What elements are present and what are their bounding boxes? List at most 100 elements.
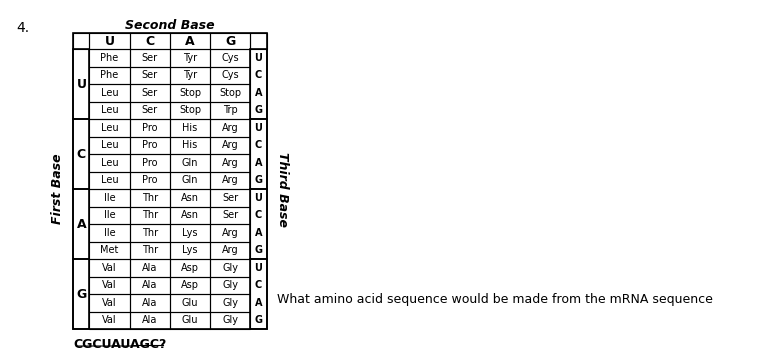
Bar — [210, 207, 250, 224]
Bar — [170, 33, 210, 49]
Text: Phe: Phe — [101, 53, 119, 63]
Text: Gly: Gly — [223, 298, 238, 308]
Text: Asn: Asn — [181, 210, 199, 220]
Text: Arg: Arg — [222, 245, 239, 255]
Text: Tyr: Tyr — [183, 53, 197, 63]
Bar — [170, 311, 210, 329]
Bar — [89, 171, 130, 189]
Text: U: U — [76, 77, 87, 91]
Text: Cys: Cys — [221, 53, 239, 63]
Text: Arg: Arg — [222, 123, 239, 133]
Text: Thr: Thr — [142, 245, 158, 255]
Bar — [130, 67, 170, 84]
Bar — [130, 102, 170, 119]
Text: Stop: Stop — [179, 105, 201, 115]
Text: Asp: Asp — [181, 263, 199, 273]
Text: A: A — [255, 298, 263, 308]
Bar — [74, 33, 89, 49]
Text: Pro: Pro — [142, 175, 157, 185]
Bar — [130, 154, 170, 171]
Text: Val: Val — [102, 315, 117, 325]
Bar — [89, 67, 130, 84]
Text: Gly: Gly — [223, 263, 238, 273]
Text: Met: Met — [101, 245, 119, 255]
Bar — [89, 33, 130, 49]
Text: Cys: Cys — [221, 70, 239, 80]
Bar — [170, 189, 210, 207]
Text: Arg: Arg — [222, 140, 239, 150]
Text: A: A — [77, 218, 86, 231]
Bar — [210, 311, 250, 329]
Text: Stop: Stop — [179, 88, 201, 98]
Text: Gln: Gln — [182, 175, 198, 185]
Text: Tyr: Tyr — [183, 70, 197, 80]
Text: Leu: Leu — [101, 88, 118, 98]
Bar — [130, 311, 170, 329]
Bar — [89, 276, 130, 294]
Text: His: His — [183, 123, 197, 133]
Text: Trp: Trp — [223, 105, 238, 115]
Bar — [89, 154, 130, 171]
Text: His: His — [183, 140, 197, 150]
Text: Ala: Ala — [142, 280, 157, 290]
Text: Ile: Ile — [104, 228, 115, 238]
Text: Gly: Gly — [223, 315, 238, 325]
Text: Gln: Gln — [182, 158, 198, 168]
Text: Arg: Arg — [222, 228, 239, 238]
Bar — [170, 242, 210, 259]
Text: Ser: Ser — [222, 210, 238, 220]
Bar — [170, 84, 210, 102]
Bar — [89, 224, 130, 242]
Text: G: G — [254, 105, 263, 115]
Text: U: U — [255, 263, 263, 273]
Bar — [250, 259, 266, 329]
Text: Pro: Pro — [142, 140, 157, 150]
Bar — [74, 119, 89, 189]
Text: Val: Val — [102, 263, 117, 273]
Bar — [170, 294, 210, 311]
Bar — [210, 67, 250, 84]
Bar — [89, 49, 130, 67]
Bar — [210, 136, 250, 154]
Text: Phe: Phe — [101, 70, 119, 80]
Text: A: A — [255, 228, 263, 238]
Bar — [130, 294, 170, 311]
Bar — [170, 67, 210, 84]
Bar — [130, 84, 170, 102]
Text: Arg: Arg — [222, 175, 239, 185]
Bar — [210, 276, 250, 294]
Text: Ala: Ala — [142, 298, 157, 308]
Bar — [130, 119, 170, 136]
Bar — [89, 242, 130, 259]
Bar — [130, 207, 170, 224]
Bar — [170, 49, 210, 67]
Bar — [250, 119, 266, 189]
Text: Thr: Thr — [142, 193, 158, 203]
Text: A: A — [255, 158, 263, 168]
Bar — [170, 102, 210, 119]
Text: Val: Val — [102, 298, 117, 308]
Text: C: C — [255, 140, 262, 150]
Bar — [89, 119, 130, 136]
Bar — [170, 207, 210, 224]
Bar — [210, 242, 250, 259]
Bar — [130, 49, 170, 67]
Bar — [130, 224, 170, 242]
Bar — [210, 294, 250, 311]
Bar — [170, 136, 210, 154]
Text: Leu: Leu — [101, 140, 118, 150]
Text: Ala: Ala — [142, 263, 157, 273]
Bar — [89, 102, 130, 119]
Text: C: C — [255, 70, 262, 80]
Bar — [130, 33, 170, 49]
Text: Val: Val — [102, 280, 117, 290]
Bar — [130, 171, 170, 189]
Text: Lys: Lys — [182, 228, 198, 238]
Text: C: C — [145, 34, 154, 48]
Text: C: C — [77, 147, 86, 160]
Text: First Base: First Base — [51, 154, 64, 224]
Text: Ile: Ile — [104, 193, 115, 203]
Text: G: G — [254, 245, 263, 255]
Text: Leu: Leu — [101, 175, 118, 185]
Text: Thr: Thr — [142, 210, 158, 220]
